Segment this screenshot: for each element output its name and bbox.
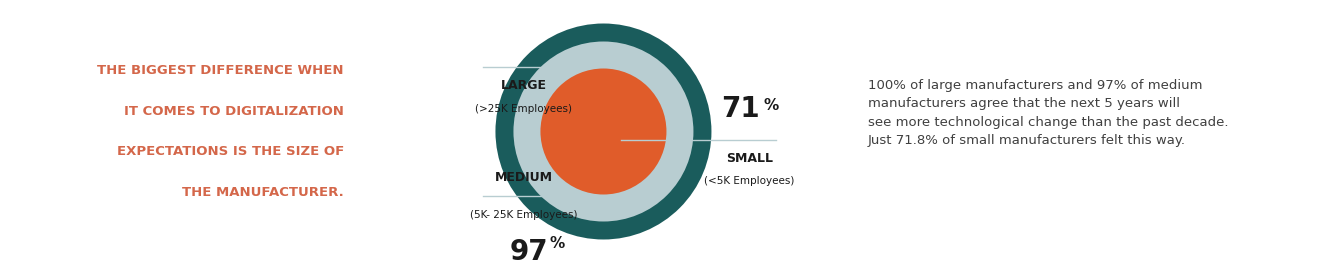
Text: EXPECTATIONS IS THE SIZE OF: EXPECTATIONS IS THE SIZE OF: [117, 145, 343, 158]
Text: (5K- 25K Employees): (5K- 25K Employees): [469, 210, 577, 220]
Text: %: %: [550, 235, 565, 250]
Text: LARGE: LARGE: [500, 79, 546, 92]
Text: %: %: [550, 0, 565, 3]
Text: (<5K Employees): (<5K Employees): [704, 176, 795, 186]
Circle shape: [514, 42, 693, 221]
Text: 100: 100: [491, 0, 548, 6]
Text: THE BIGGEST DIFFERENCE WHEN: THE BIGGEST DIFFERENCE WHEN: [98, 64, 343, 77]
Text: %: %: [763, 99, 779, 114]
Circle shape: [495, 23, 712, 240]
Text: 71: 71: [721, 95, 760, 124]
Text: MEDIUM: MEDIUM: [495, 171, 552, 184]
Text: 97: 97: [510, 237, 548, 263]
Circle shape: [540, 68, 666, 195]
Text: 100% of large manufacturers and 97% of medium
manufacturers agree that the next : 100% of large manufacturers and 97% of m…: [868, 79, 1228, 147]
Text: (>25K Employees): (>25K Employees): [475, 104, 573, 114]
Text: THE MANUFACTURER.: THE MANUFACTURER.: [182, 186, 343, 199]
Text: SMALL: SMALL: [725, 151, 772, 164]
Text: IT COMES TO DIGITALIZATION: IT COMES TO DIGITALIZATION: [125, 105, 343, 118]
